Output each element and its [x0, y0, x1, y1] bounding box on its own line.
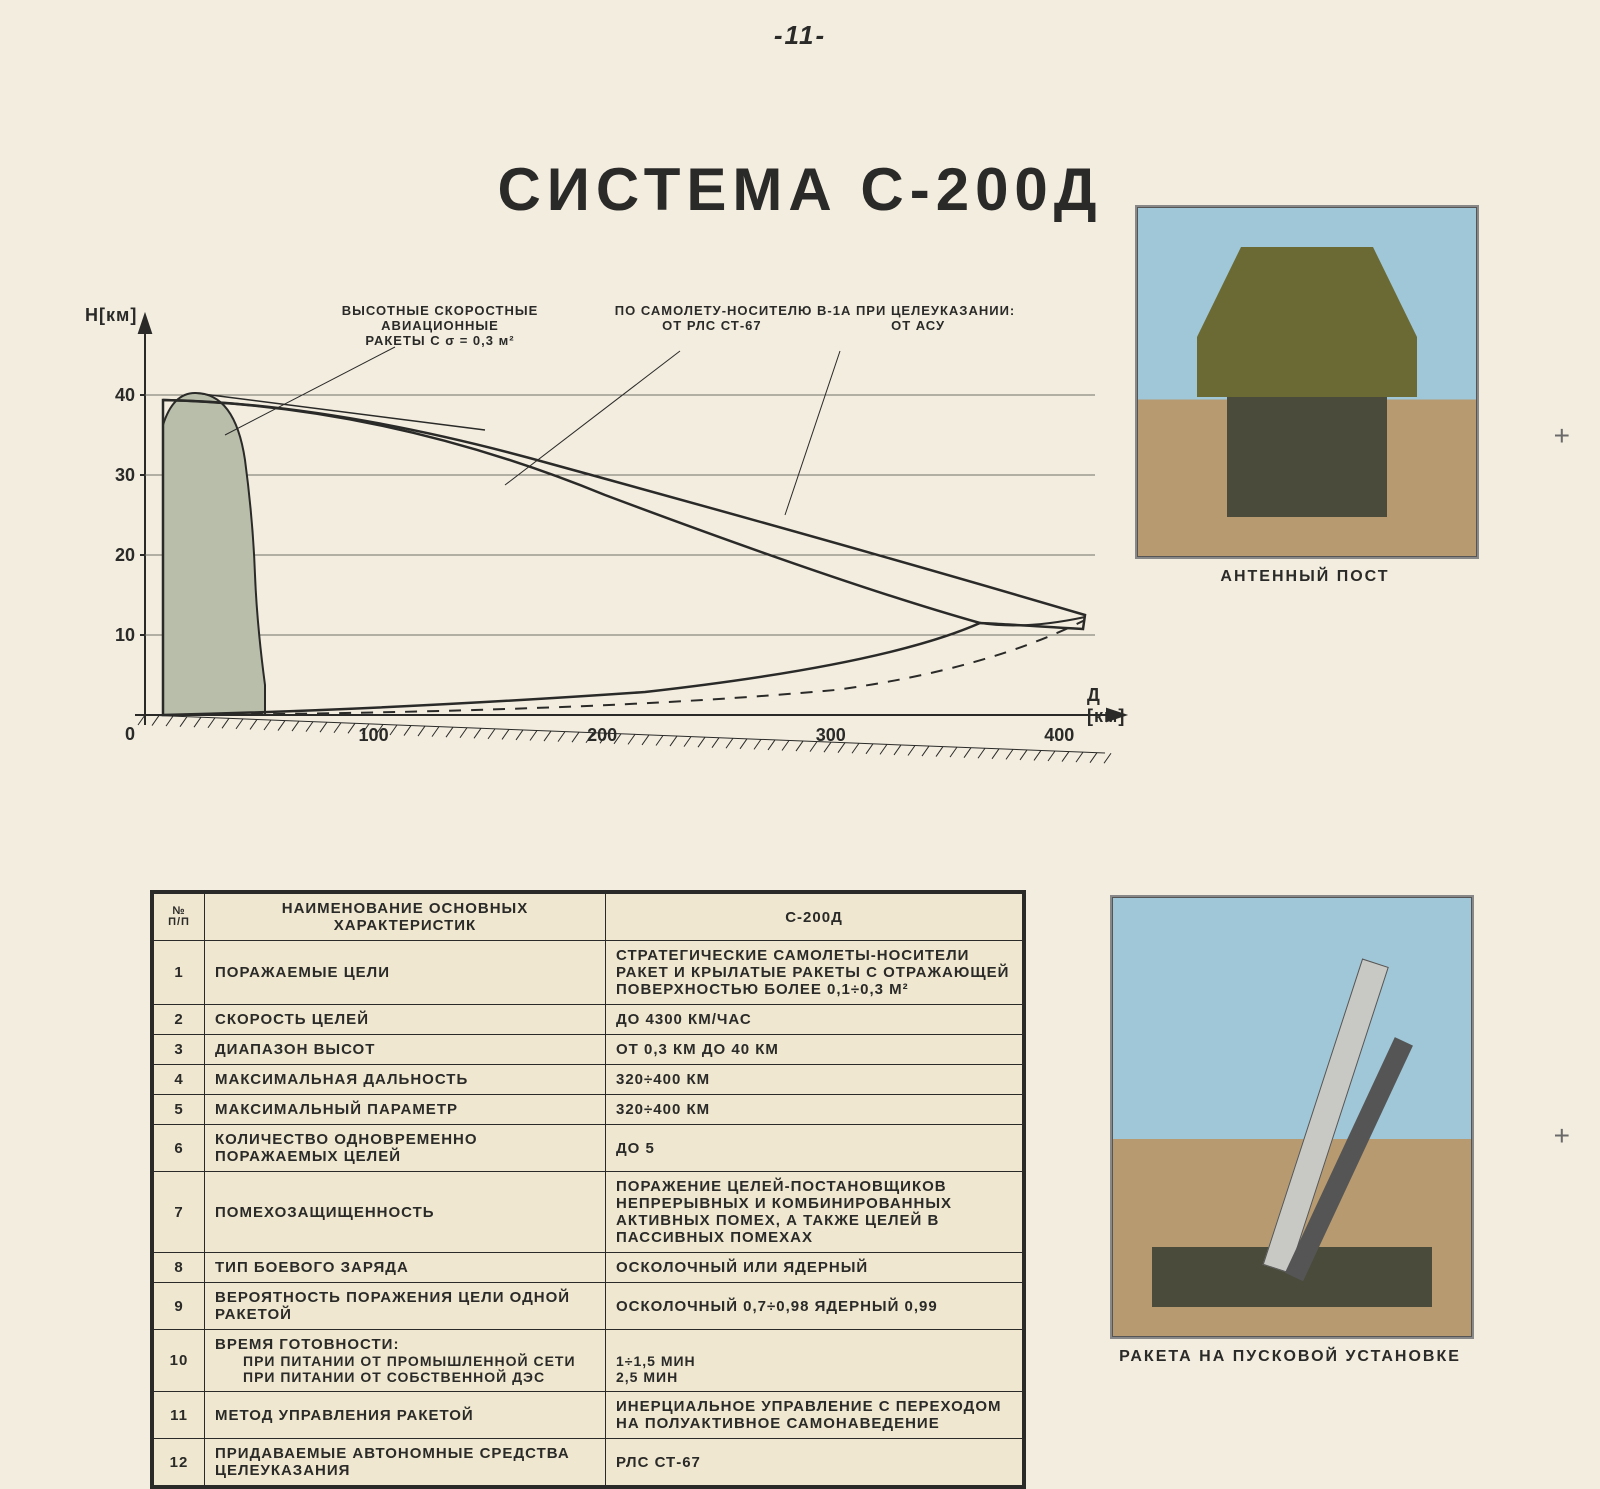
cell-value: ДО 5: [606, 1125, 1023, 1172]
cell-value: ОТ 0,3 КМ ДО 40 КМ: [606, 1035, 1023, 1065]
cell-num: 2: [154, 1005, 205, 1035]
table-row: 7ПОМЕХОЗАЩИЩЕННОСТЬПОРАЖЕНИЕ ЦЕЛЕЙ-ПОСТА…: [154, 1172, 1023, 1253]
text: ВЫСОТНЫЕ СКОРОСТНЫЕ АВИАЦИОННЫЕ: [342, 303, 538, 333]
y-axis-label: Н[км]: [85, 305, 137, 326]
specifications-table: № п/п НАИМЕНОВАНИЕ ОСНОВНЫХ ХАРАКТЕРИСТИ…: [150, 890, 1026, 1489]
cell-num: 6: [154, 1125, 205, 1172]
cell-num: 10: [154, 1330, 205, 1392]
cell-value: ОСКОЛОЧНЫЙ ИЛИ ЯДЕРНЫЙ: [606, 1253, 1023, 1283]
cell-num: 1: [154, 941, 205, 1005]
chart-annotation: ПО САМОЛЕТУ-НОСИТЕЛЮ В-1А ПРИ ЦЕЛЕУКАЗАН…: [605, 303, 1025, 333]
page-number: -11-: [774, 20, 826, 51]
cell-num: 3: [154, 1035, 205, 1065]
chart-annotation: ВЫСОТНЫЕ СКОРОСТНЫЕ АВИАЦИОННЫЕ РАКЕТЫ С…: [290, 303, 590, 348]
col-number: № п/п: [154, 894, 205, 941]
cell-name: ВРЕМЯ ГОТОВНОСТИ:ПРИ ПИТАНИИ ОТ ПРОМЫШЛЕ…: [205, 1330, 606, 1392]
table-row: 12ПРИДАВАЕМЫЕ АВТОНОМНЫЕ СРЕДСТВА ЦЕЛЕУК…: [154, 1439, 1023, 1486]
svg-text:30: 30: [115, 465, 135, 485]
cell-value: 320÷400 КМ: [606, 1065, 1023, 1095]
page-title: СИСТЕМА С-200Д: [497, 155, 1102, 224]
table-row: 8ТИП БОЕВОГО ЗАРЯДАОСКОЛОЧНЫЙ ИЛИ ЯДЕРНЫ…: [154, 1253, 1023, 1283]
table-row: 10ВРЕМЯ ГОТОВНОСТИ:ПРИ ПИТАНИИ ОТ ПРОМЫШ…: [154, 1330, 1023, 1392]
cell-name: ПОМЕХОЗАЩИЩЕННОСТЬ: [205, 1172, 606, 1253]
text: ПО САМОЛЕТУ-НОСИТЕЛЮ В-1А ПРИ ЦЕЛЕУКАЗАН…: [615, 303, 1016, 318]
photo-caption: АНТЕННЫЙ ПОСТ: [1135, 568, 1475, 586]
engagement-envelope-chart: 0 10 20 30 40 100 200 300 400 Н[км] Д [км] ВЫСО…: [85, 285, 1130, 785]
cell-name: МАКСИМАЛЬНАЯ ДАЛЬНОСТЬ: [205, 1065, 606, 1095]
photo-antenna-post: [1135, 205, 1479, 559]
svg-text:0: 0: [125, 724, 135, 744]
table-row: 4МАКСИМАЛЬНАЯ ДАЛЬНОСТЬ320÷400 КМ: [154, 1065, 1023, 1095]
cell-name: СКОРОСТЬ ЦЕЛЕЙ: [205, 1005, 606, 1035]
cell-name: ТИП БОЕВОГО ЗАРЯДА: [205, 1253, 606, 1283]
cell-value: 1÷1,5 МИН2,5 МИН: [606, 1330, 1023, 1392]
cell-num: 7: [154, 1172, 205, 1253]
cell-value: СТРАТЕГИЧЕСКИЕ САМОЛЕТЫ-НОСИТЕЛИ РАКЕТ И…: [606, 941, 1023, 1005]
cell-value: ПОРАЖЕНИЕ ЦЕЛЕЙ-ПОСТАНОВЩИКОВ НЕПРЕРЫВНЫ…: [606, 1172, 1023, 1253]
cell-value: ДО 4300 КМ/ЧАС: [606, 1005, 1023, 1035]
cell-value: РЛС СТ-67: [606, 1439, 1023, 1486]
svg-text:20: 20: [115, 545, 135, 565]
cell-name: МАКСИМАЛЬНЫЙ ПАРАМЕТР: [205, 1095, 606, 1125]
text: ОТ РЛС СТ-67: [611, 318, 813, 333]
table-row: 1ПОРАЖАЕМЫЕ ЦЕЛИСТРАТЕГИЧЕСКИЕ САМОЛЕТЫ-…: [154, 941, 1023, 1005]
table-row: 6КОЛИЧЕСТВО ОДНОВРЕМЕННО ПОРАЖАЕМЫХ ЦЕЛЕ…: [154, 1125, 1023, 1172]
photo-caption: РАКЕТА НА ПУСКОВОЙ УСТАНОВКЕ: [1110, 1348, 1470, 1366]
cell-name: ДИАПАЗОН ВЫСОТ: [205, 1035, 606, 1065]
cell-value: ОСКОЛОЧНЫЙ 0,7÷0,98 ЯДЕРНЫЙ 0,99: [606, 1283, 1023, 1330]
cell-name: ПОРАЖАЕМЫЕ ЦЕЛИ: [205, 941, 606, 1005]
crop-mark: +: [1554, 420, 1570, 452]
cell-num: 12: [154, 1439, 205, 1486]
photo-missile-launcher: [1110, 895, 1474, 1339]
text: РАКЕТЫ С σ = 0,3 м²: [365, 333, 514, 348]
table-row: 9ВЕРОЯТНОСТЬ ПОРАЖЕНИЯ ЦЕЛИ ОДНОЙ РАКЕТО…: [154, 1283, 1023, 1330]
col-value: С-200Д: [606, 894, 1023, 941]
svg-text:200: 200: [587, 725, 617, 745]
cell-name: ПРИДАВАЕМЫЕ АВТОНОМНЫЕ СРЕДСТВА ЦЕЛЕУКАЗ…: [205, 1439, 606, 1486]
table-row: 5МАКСИМАЛЬНЫЙ ПАРАМЕТР320÷400 КМ: [154, 1095, 1023, 1125]
x-axis-label: Д [км]: [1087, 685, 1130, 727]
cell-name: МЕТОД УПРАВЛЕНИЯ РАКЕТОЙ: [205, 1392, 606, 1439]
cell-num: 8: [154, 1253, 205, 1283]
svg-text:10: 10: [115, 625, 135, 645]
cell-value: 320÷400 КМ: [606, 1095, 1023, 1125]
svg-text:40: 40: [115, 385, 135, 405]
table-row: 11МЕТОД УПРАВЛЕНИЯ РАКЕТОЙИНЕРЦИАЛЬНОЕ У…: [154, 1392, 1023, 1439]
table-row: 3ДИАПАЗОН ВЫСОТОТ 0,3 КМ ДО 40 КМ: [154, 1035, 1023, 1065]
cell-value: ИНЕРЦИАЛЬНОЕ УПРАВЛЕНИЕ С ПЕРЕХОДОМ НА П…: [606, 1392, 1023, 1439]
table-header-row: № п/п НАИМЕНОВАНИЕ ОСНОВНЫХ ХАРАКТЕРИСТИ…: [154, 894, 1023, 941]
text: ОТ АСУ: [817, 318, 1019, 333]
cell-num: 4: [154, 1065, 205, 1095]
cell-num: 9: [154, 1283, 205, 1330]
cell-name: КОЛИЧЕСТВО ОДНОВРЕМЕННО ПОРАЖАЕМЫХ ЦЕЛЕЙ: [205, 1125, 606, 1172]
svg-text:400: 400: [1044, 725, 1074, 745]
cell-name: ВЕРОЯТНОСТЬ ПОРАЖЕНИЯ ЦЕЛИ ОДНОЙ РАКЕТОЙ: [205, 1283, 606, 1330]
cell-num: 11: [154, 1392, 205, 1439]
svg-text:100: 100: [359, 725, 389, 745]
cell-num: 5: [154, 1095, 205, 1125]
col-name: НАИМЕНОВАНИЕ ОСНОВНЫХ ХАРАКТЕРИСТИК: [205, 894, 606, 941]
table-row: 2СКОРОСТЬ ЦЕЛЕЙДО 4300 КМ/ЧАС: [154, 1005, 1023, 1035]
svg-text:300: 300: [816, 725, 846, 745]
crop-mark: +: [1554, 1120, 1570, 1152]
